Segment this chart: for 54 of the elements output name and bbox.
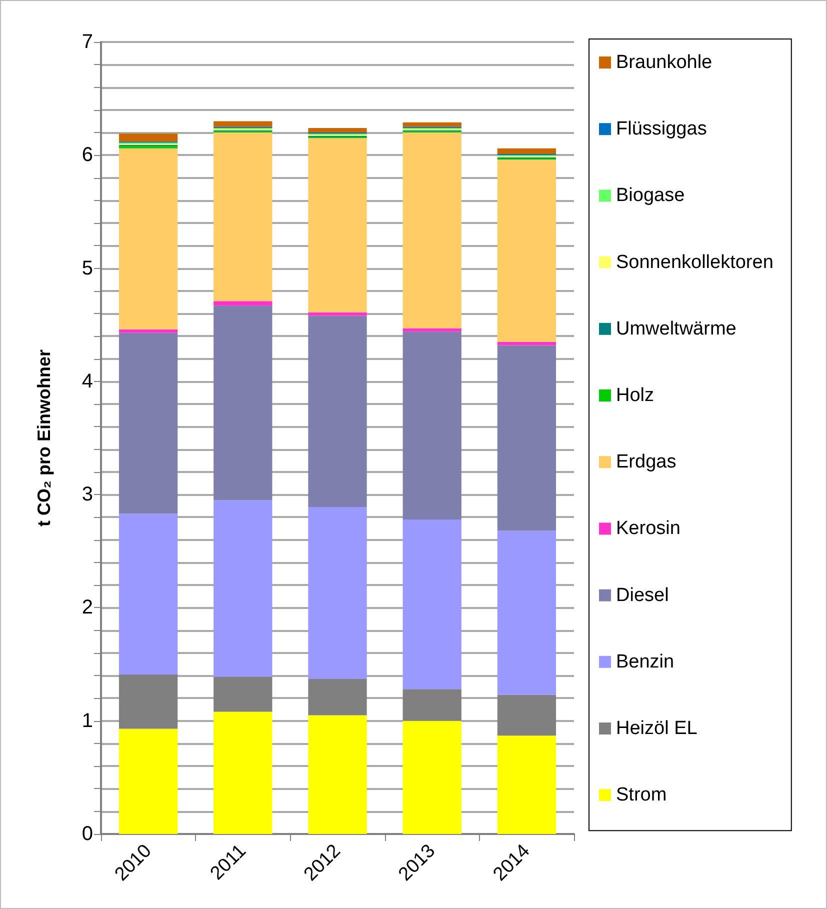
bar [118,514,178,674]
bar [118,674,178,729]
bar [402,519,462,690]
bar [214,500,272,677]
bar [118,329,178,333]
bar [402,132,462,328]
bar [497,148,556,154]
bar [118,134,178,142]
legend-label: Sonnenkollektoren [616,252,774,273]
legend-label: Strom [616,784,667,806]
y-tick-label: 3 [82,484,93,506]
bar [308,312,367,316]
bar [497,694,556,736]
bar [214,121,272,127]
legend-label: Kerosin [616,518,680,540]
bar [118,148,178,330]
bar [402,720,462,834]
bar [308,507,367,679]
legend-label: Umweltwärme [616,318,736,340]
bar [214,301,272,306]
bar [497,160,556,342]
bar [214,132,272,302]
y-tick-label: 0 [82,823,93,845]
bar [118,332,178,514]
legend-label: Flüssiggas [616,118,707,140]
legend-label: Braunkohle [616,52,712,73]
bar [497,345,556,531]
y-axis-title: t CO₂ pro Einwohner [34,350,54,526]
legend-label: Holz [616,385,654,406]
bar [308,128,367,133]
bar [308,316,367,508]
bar [214,676,272,712]
legend-label: Heizöl EL [616,718,698,739]
legend-label: Erdgas [616,452,676,473]
y-tick-label: 2 [82,596,93,619]
bar [214,712,272,834]
legend-label: Diesel [616,584,669,606]
bar [402,332,462,520]
y-tick-label: 5 [82,257,93,280]
y-tick-label: 4 [82,370,93,392]
bar [402,689,462,721]
legend-label: Benzin [616,651,674,672]
bar [308,678,367,716]
y-tick-label: 6 [82,144,93,166]
bar [214,306,272,500]
bar [308,715,367,834]
y-tick-label: 1 [82,710,93,732]
bar [402,122,462,127]
legend-label: Biogase [616,185,685,206]
bar [497,530,556,695]
bar [308,138,367,312]
bar [118,728,178,834]
bar [497,736,556,834]
y-tick-label: 7 [82,31,93,53]
